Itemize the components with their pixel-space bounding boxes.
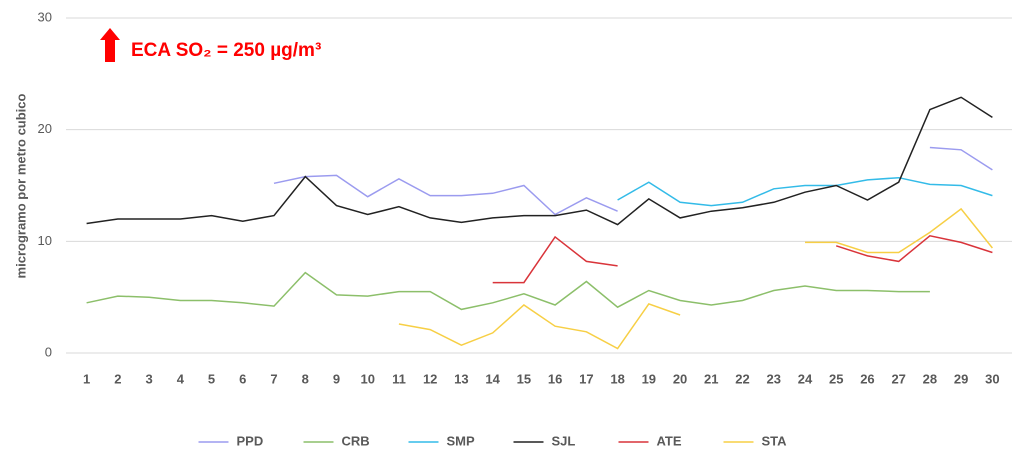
series-line [86, 271, 930, 311]
x-tick-label: 9 [333, 371, 340, 386]
x-tick-label: 4 [177, 371, 185, 386]
x-tick-label: 11 [392, 371, 406, 386]
x-tick-label: 3 [145, 371, 152, 386]
y-tick-label: 30 [38, 9, 52, 24]
x-tick-label: 27 [891, 371, 905, 386]
x-tick-label: 24 [798, 371, 813, 386]
x-tick-label: 14 [485, 371, 500, 386]
x-tick-label: 2 [114, 371, 121, 386]
legend-label: SMP [447, 433, 476, 448]
series-line [398, 207, 993, 350]
x-tick-label: 1 [83, 371, 90, 386]
y-tick-label: 0 [45, 344, 52, 359]
x-tick-label: 10 [360, 371, 374, 386]
series-line [86, 96, 993, 226]
x-tick-label: 25 [829, 371, 843, 386]
x-tick-label: 30 [985, 371, 999, 386]
legend-label: SJL [552, 433, 576, 448]
x-tick-label: 17 [579, 371, 593, 386]
legend-label: CRB [342, 433, 370, 448]
y-tick-label: 20 [38, 121, 52, 136]
legend-label: PPD [237, 433, 264, 448]
x-tick-label: 19 [642, 371, 656, 386]
x-tick-label: 15 [517, 371, 531, 386]
legend-label: ATE [657, 433, 682, 448]
arrow-icon [100, 28, 120, 62]
x-tick-label: 29 [954, 371, 968, 386]
x-tick-label: 20 [673, 371, 687, 386]
x-tick-label: 22 [735, 371, 749, 386]
x-tick-label: 6 [239, 371, 246, 386]
y-axis-label: microgramo por metro cubico [13, 93, 28, 278]
x-tick-label: 8 [302, 371, 309, 386]
x-tick-label: 12 [423, 371, 437, 386]
x-tick-label: 21 [704, 371, 718, 386]
x-tick-label: 13 [454, 371, 468, 386]
y-tick-label: 10 [38, 233, 52, 248]
legend-label: STA [762, 433, 788, 448]
x-tick-label: 5 [208, 371, 215, 386]
annotation: ECA SO₂ = 250 µg/m³ [131, 40, 321, 61]
series-line [617, 176, 993, 207]
x-tick-label: 18 [610, 371, 624, 386]
x-tick-label: 23 [767, 371, 781, 386]
series-line [273, 146, 993, 216]
series-line [492, 234, 993, 284]
x-tick-label: 16 [548, 371, 562, 386]
x-tick-label: 28 [923, 371, 937, 386]
x-tick-label: 26 [860, 371, 874, 386]
x-tick-label: 7 [270, 371, 277, 386]
